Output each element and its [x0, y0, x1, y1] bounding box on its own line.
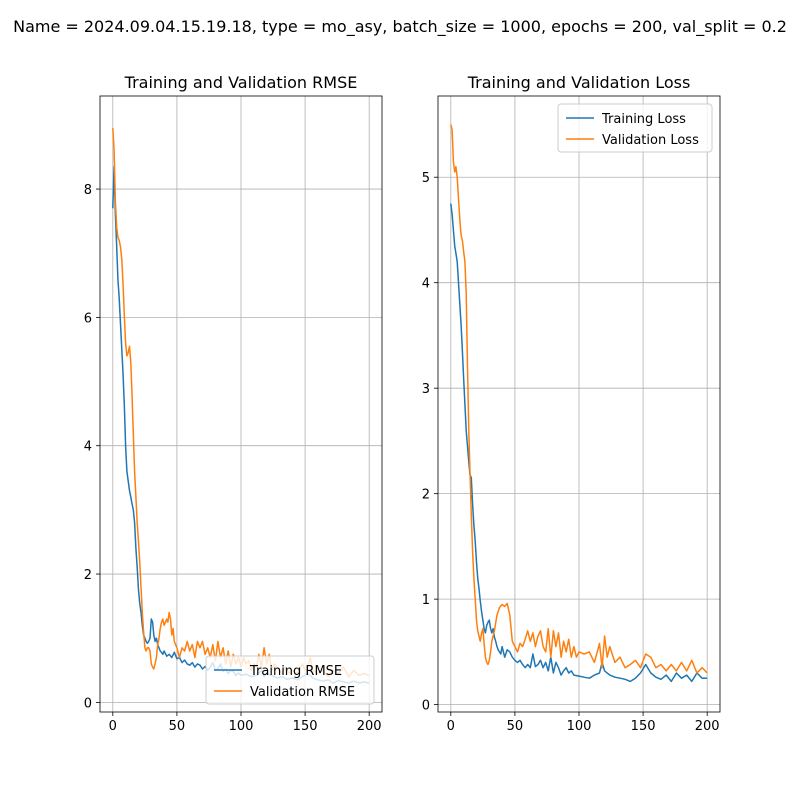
x-tick-label: 150 — [293, 719, 318, 734]
y-tick-label: 5 — [422, 171, 430, 186]
x-tick-label: 200 — [357, 719, 382, 734]
axes-frame — [99, 95, 383, 713]
legend-label: Training RMSE — [249, 664, 342, 679]
rmse-panel-title: Training and Validation RMSE — [124, 73, 358, 92]
y-tick-label: 1 — [422, 593, 430, 608]
x-tick-label: 0 — [447, 719, 455, 734]
loss-panel: Training and Validation Loss 0 50 100 150 20… — [422, 73, 721, 734]
legend-box — [557, 103, 713, 153]
legend-label: Training Loss — [601, 112, 686, 127]
y-tick-label: 8 — [84, 183, 92, 198]
x-tick-label: 200 — [695, 719, 720, 734]
series-line-validation-loss — [450, 124, 708, 674]
y-tick-label: 0 — [84, 696, 92, 711]
y-tick-label: 0 — [422, 699, 430, 714]
x-tick-label: 100 — [567, 719, 592, 734]
legend: Training RMSE Validation RMSE — [205, 655, 375, 705]
x-tick-label: 50 — [169, 719, 186, 734]
x-tick-label: 50 — [507, 719, 524, 734]
x-tick-label: 100 — [229, 719, 254, 734]
y-tick-label: 2 — [84, 568, 92, 583]
x-tick-label: 150 — [631, 719, 656, 734]
legend-label: Validation RMSE — [250, 685, 355, 700]
axes-frame — [437, 95, 721, 713]
y-tick-label: 3 — [422, 382, 430, 397]
y-tick-label: 4 — [84, 440, 92, 455]
y-tick-label: 2 — [422, 488, 430, 503]
legend-box — [205, 655, 375, 705]
y-tick-label: 4 — [422, 277, 430, 292]
rmse-panel: Training and Validation RMSE 0 50 100 150 20… — [84, 73, 383, 734]
legend-label: Validation Loss — [602, 133, 699, 148]
loss-panel-title: Training and Validation Loss — [467, 73, 691, 92]
x-tick-label: 0 — [109, 719, 117, 734]
y-tick-label: 6 — [84, 311, 92, 326]
series-line-training-loss — [450, 203, 708, 683]
figure-suptitle: Name = 2024.09.04.15.19.18, type = mo_as… — [13, 17, 787, 37]
legend: Training Loss Validation Loss — [557, 103, 713, 153]
